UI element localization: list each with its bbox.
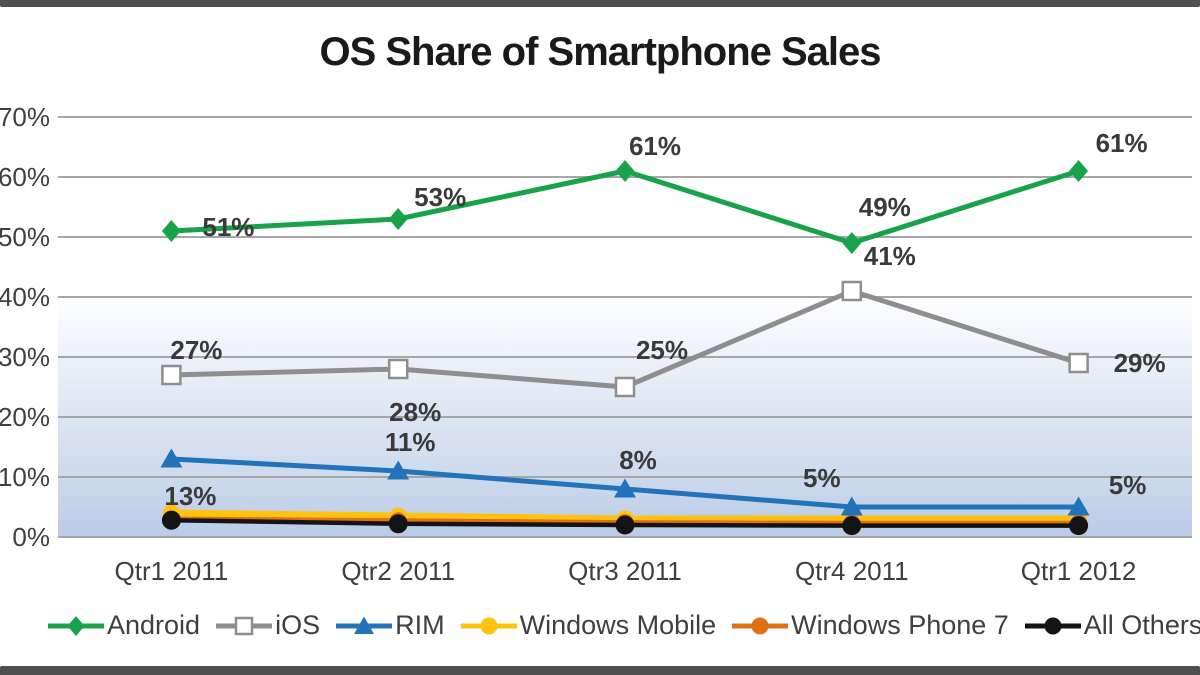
legend-item-android: Android [48, 610, 200, 641]
plot-area-background [58, 117, 1192, 537]
data-label-android: 53% [414, 182, 467, 212]
data-label-rim: 5% [1108, 470, 1147, 500]
y-tick-label: 70% [0, 102, 50, 132]
marker-open-square [161, 364, 182, 386]
x-tick-label: Qtr1 2012 [1020, 556, 1137, 586]
marker-diamond [388, 208, 408, 230]
marker-diamond [161, 220, 181, 242]
legend-marker-triangle-icon [336, 616, 393, 634]
marker-open-square [1068, 352, 1089, 374]
marker-diamond [842, 232, 862, 254]
data-label-ios: 41% [863, 241, 916, 271]
marker-circle [842, 516, 862, 536]
legend-item-ios: iOS [216, 610, 320, 641]
y-tick-label: 50% [0, 222, 50, 252]
x-tick-label: Qtr1 2011 [114, 556, 229, 586]
marker-diamond [1069, 160, 1089, 182]
data-label-rim: 13% [164, 481, 217, 511]
x-tick-label: Qtr2 2011 [341, 556, 456, 586]
legend-label: All Others [1083, 610, 1200, 640]
data-label-rim: 8% [619, 445, 657, 475]
x-tick-label: Qtr4 2011 [794, 556, 909, 586]
y-tick-label: 40% [0, 282, 50, 312]
legend-item-all-others: All Others [1024, 610, 1200, 641]
y-tick-label: 60% [0, 162, 50, 192]
marker-open-square [387, 358, 409, 380]
marker-triangle [160, 448, 183, 468]
data-label-rim: 5% [803, 463, 841, 493]
marker-circle [615, 515, 635, 535]
chart-title: OS Share of Smartphone Sales [319, 30, 881, 74]
chart-border-bottom [0, 666, 1200, 675]
marker-diamond [615, 160, 635, 182]
chart-border-top [0, 0, 1200, 7]
data-label-android: 49% [858, 192, 911, 222]
marker-triangle [387, 460, 410, 480]
x-tick-label: Qtr3 2011 [568, 556, 682, 586]
y-tick-label: 10% [0, 462, 50, 492]
legend-label: Android [107, 610, 201, 640]
legend-marker-diamond-icon [48, 615, 104, 636]
legend-label: RIM [395, 610, 445, 640]
legend-label: iOS [275, 610, 321, 640]
legend-marker-circle-icon [732, 617, 789, 634]
data-label-ios: 27% [170, 335, 223, 365]
y-tick-label: 30% [0, 342, 50, 372]
marker-circle [1069, 516, 1089, 536]
legend-marker-circle-icon [460, 617, 517, 634]
data-label-android: 51% [202, 212, 255, 242]
y-tick-label: 0% [12, 522, 50, 552]
data-label-ios: 28% [389, 397, 442, 427]
legend: Android iOS RIM Windows Mobile Windows Phone… [48, 610, 1200, 641]
data-label-android: 61% [1095, 128, 1148, 158]
legend-marker-open-square-icon [216, 616, 273, 635]
y-tick-label: 20% [0, 402, 50, 432]
marker-circle [388, 514, 408, 534]
marker-circle [161, 510, 181, 530]
marker-triangle [614, 478, 636, 498]
legend-item-rim: RIM [336, 610, 445, 641]
legend-item-windows-mobile: Windows Mobile [460, 610, 717, 641]
data-label-ios: 25% [635, 335, 689, 365]
legend-label: Windows Mobile [519, 610, 717, 640]
legend-marker-circle-icon [1024, 617, 1081, 634]
marker-open-square [841, 280, 863, 302]
marker-open-square [614, 376, 636, 398]
legend-item-windows-phone-7: Windows Phone 7 [732, 610, 1009, 641]
marker-triangle [1067, 496, 1090, 516]
legend-label: Windows Phone 7 [791, 610, 1009, 640]
data-label-ios: 29% [1113, 348, 1166, 378]
data-label-android: 61% [628, 131, 682, 161]
marker-triangle [840, 496, 863, 516]
data-label-rim: 11% [384, 427, 436, 457]
